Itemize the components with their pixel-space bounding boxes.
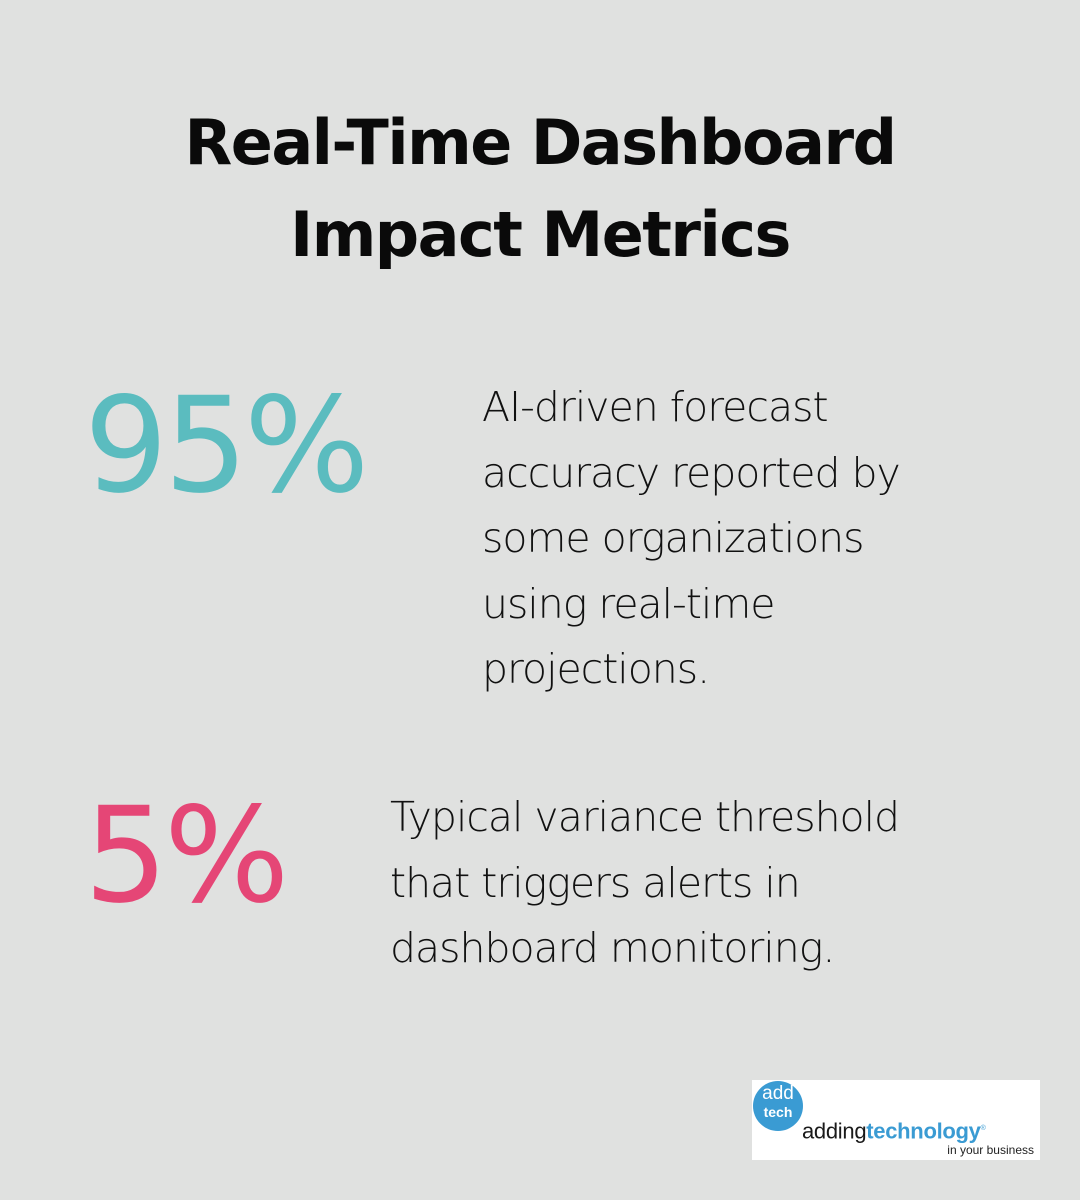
metric-value-variance-threshold: 5% [84,779,289,933]
page-title: Real-Time Dashboard Impact Metrics [0,97,1080,281]
addtech-circle-icon: add tech [753,1081,803,1131]
logo-tagline: in your business [947,1143,1034,1157]
title-line-2: Impact Metrics [290,198,791,271]
logo-circle-bottom: tech [763,1104,793,1120]
logo-word-bold: technology [866,1118,981,1144]
brand-logo: add tech addingtechnology® in your busin… [752,1080,1040,1160]
title-line-1: Real-Time Dashboard [184,106,897,179]
metric-value-forecast-accuracy: 95% [84,369,369,523]
logo-circle-top: add [762,1083,794,1104]
logo-wordmark: addingtechnology® [802,1117,986,1144]
metric-description-forecast-accuracy: AI-driven forecast accuracy reported by … [482,383,901,693]
metric-description-variance-threshold: Typical variance threshold that triggers… [390,793,900,972]
registered-mark: ® [980,1125,986,1132]
logo-word-regular: adding [802,1118,867,1144]
